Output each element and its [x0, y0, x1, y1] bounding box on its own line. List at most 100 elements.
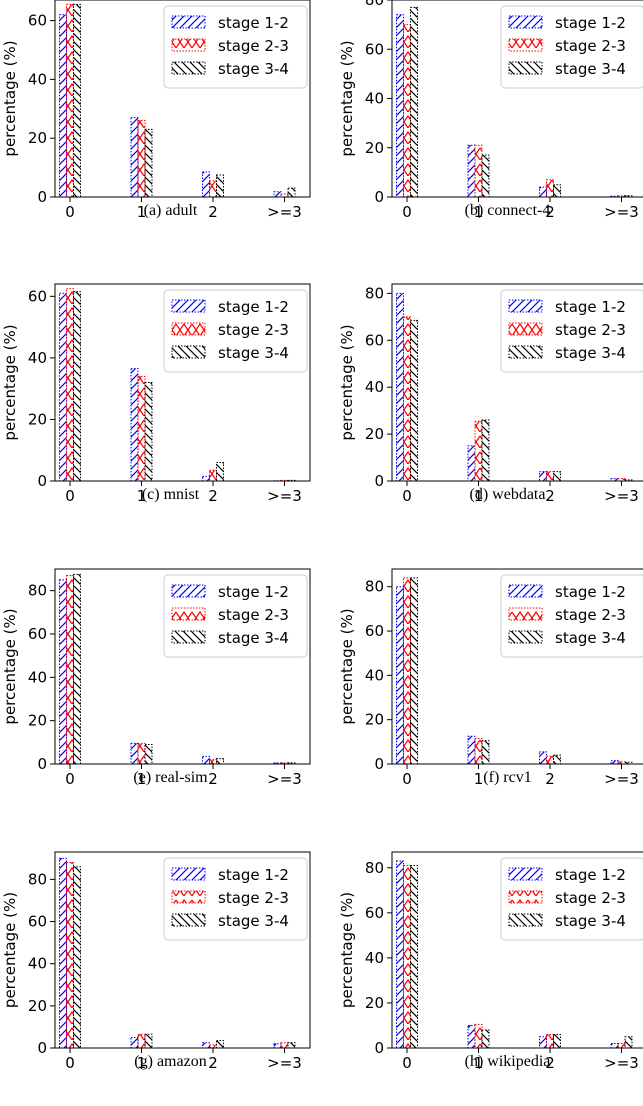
- x-tick-label: 1: [474, 203, 484, 221]
- bar-stage-2-3-1: [137, 375, 146, 482]
- x-tick-label: 0: [402, 1054, 412, 1072]
- y-tick-label: 60: [365, 40, 384, 58]
- legend-swatch-stage-3-4: [171, 345, 206, 359]
- bar-stage-1-2-0: [396, 14, 404, 198]
- caption-rcv1: (f) rcv1: [483, 769, 531, 786]
- x-tick-label: 1: [137, 203, 147, 221]
- x-tick-label: 0: [402, 770, 412, 788]
- bar-stage-1-2-1: [467, 735, 476, 765]
- legend-label-stage-3-4: stage 3-4: [555, 344, 626, 362]
- x-tick-label: 1: [474, 770, 484, 788]
- legend-label-stage-2-3: stage 2-3: [218, 37, 289, 55]
- panel-webdata: 0 1 2 >=3 0 20 40 60 80 percentage (%) stage 1-2 st…: [338, 283, 643, 505]
- y-tick-label: 60: [365, 904, 384, 922]
- panel-adult: 0 1 2 >=3 0 20 40 60 percentage (%) stage 1-2 stag…: [1, 0, 311, 221]
- legend-swatch-stage-2-3: [171, 322, 206, 336]
- legend-label-stage-2-3: stage 2-3: [218, 889, 289, 907]
- y-tick-label: 20: [365, 425, 384, 443]
- legend-label-stage-1-2: stage 1-2: [218, 298, 289, 316]
- y-tick-label: 60: [365, 331, 384, 349]
- caption-real-sim: (e) real-sim: [133, 769, 208, 786]
- bar-stage-2-3-2: [546, 755, 554, 765]
- y-tick-label: 60: [28, 913, 47, 931]
- bar-stage-3-4-0: [73, 866, 81, 1049]
- bar-stage-3-4-2: [553, 471, 561, 482]
- y-tick-label: 40: [365, 378, 384, 396]
- legend-label-stage-2-3: stage 2-3: [555, 37, 626, 55]
- x-tick-label: 2: [545, 487, 555, 505]
- legend-label-stage-2-3: stage 2-3: [218, 321, 289, 339]
- bar-stage-1-2-1: [130, 1036, 139, 1049]
- bar-stage-3-4-1: [481, 740, 490, 765]
- legend-swatch-stage-1-2: [171, 15, 206, 29]
- bar-stage-3-4-ge3: [287, 762, 296, 765]
- y-tick-label: 20: [28, 129, 47, 147]
- y-tick-label: 0: [37, 1039, 47, 1057]
- bar-stage-3-4-1: [481, 1029, 490, 1049]
- bar-stage-1-2-0: [59, 14, 67, 198]
- legend-label-stage-3-4: stage 3-4: [218, 344, 289, 362]
- x-tick-label: 0: [65, 487, 75, 505]
- bar-stage-1-2-2: [539, 471, 547, 482]
- bar-stage-3-4-ge3: [287, 1042, 296, 1049]
- bar-stage-1-2-0: [396, 586, 404, 765]
- legend-label-stage-1-2: stage 1-2: [555, 14, 626, 32]
- axes-frame: [54, 851, 311, 1049]
- caption-amazon: (g) amazon: [134, 1053, 206, 1070]
- y-tick-label: 80: [28, 582, 47, 600]
- bar-stage-2-3-0: [66, 3, 74, 198]
- bar-stage-1-2-2: [202, 171, 210, 198]
- bar-stage-3-4-1: [144, 128, 153, 198]
- x-tick-label: >=3: [604, 487, 639, 505]
- bar-stage-1-2-1: [130, 117, 139, 198]
- y-tick-label: 20: [28, 997, 47, 1015]
- x-tick-label: >=3: [267, 1054, 302, 1072]
- legend-label-stage-1-2: stage 1-2: [218, 583, 289, 601]
- axes-frame: [391, 568, 643, 765]
- bar-stage-1-2-ge3: [610, 760, 619, 765]
- legend-swatch-stage-2-3: [508, 38, 543, 52]
- legend-swatch-stage-3-4: [508, 630, 543, 644]
- bar-stage-2-3-2: [209, 469, 217, 482]
- y-tick-label: 40: [28, 668, 47, 686]
- y-tick-label: 60: [28, 287, 47, 305]
- y-axis-label: percentage (%): [1, 40, 19, 156]
- caption-webdata: (d) webdata: [470, 486, 546, 503]
- legend-swatch-stage-3-4: [508, 61, 543, 75]
- legend-label-stage-1-2: stage 1-2: [218, 14, 289, 32]
- bar-stage-2-3-2: [546, 179, 554, 198]
- legend-swatch-stage-1-2: [171, 584, 206, 598]
- legend-label-stage-1-2: stage 1-2: [555, 298, 626, 316]
- caption-mnist: (c) mnist: [142, 486, 200, 503]
- legend-swatch-stage-3-4: [508, 345, 543, 359]
- x-tick-label: 2: [545, 203, 555, 221]
- x-tick-label: 2: [208, 1054, 218, 1072]
- caption-adult: (a) adult: [144, 202, 198, 219]
- bar-stage-3-4-2: [216, 174, 224, 198]
- bar-stage-1-2-1: [467, 445, 476, 482]
- y-tick-label: 0: [37, 472, 47, 490]
- y-tick-label: 40: [365, 666, 384, 684]
- bar-stage-3-4-1: [481, 154, 490, 198]
- legend-swatch-stage-2-3: [171, 890, 206, 904]
- x-tick-label: 1: [474, 1054, 484, 1072]
- bar-stage-3-4-ge3: [287, 187, 296, 198]
- bar-stage-2-3-1: [137, 1033, 146, 1049]
- y-tick-label: 80: [365, 0, 384, 9]
- y-tick-label: 20: [365, 994, 384, 1012]
- x-tick-label: 2: [545, 770, 555, 788]
- bar-stage-3-4-0: [410, 319, 418, 482]
- bar-stage-3-4-2: [216, 462, 224, 482]
- bar-stage-2-3-0: [403, 316, 411, 482]
- panel-connect-4: 0 1 2 >=3 0 20 40 60 80 percentage (%) stage 1-2 st…: [338, 0, 643, 221]
- bar-stage-1-2-2: [202, 1042, 210, 1049]
- bar-stage-1-2-2: [539, 751, 547, 765]
- y-axis-label: percentage (%): [338, 40, 356, 156]
- legend-swatch-stage-3-4: [171, 630, 206, 644]
- legend-swatch-stage-2-3: [171, 38, 206, 52]
- bar-stage-2-3-ge3: [280, 762, 289, 765]
- y-tick-label: 60: [365, 622, 384, 640]
- legend-swatch-stage-1-2: [508, 15, 543, 29]
- bar-stage-1-2-ge3: [273, 191, 282, 198]
- bar-stage-1-2-2: [202, 475, 210, 482]
